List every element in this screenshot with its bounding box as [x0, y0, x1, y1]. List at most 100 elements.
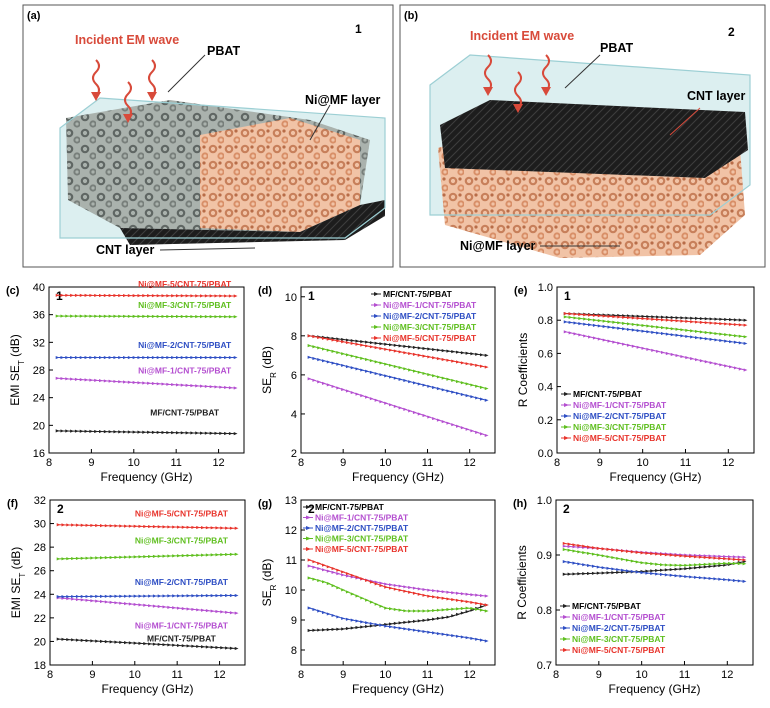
data-point [307, 334, 312, 338]
data-point [427, 373, 432, 377]
data-point [312, 607, 317, 612]
data-point [465, 427, 470, 431]
data-point [350, 338, 355, 343]
data-point [432, 608, 436, 613]
data-point [417, 353, 422, 357]
data-point [365, 369, 369, 373]
data-point [432, 385, 436, 390]
data-point [436, 595, 441, 600]
data-point [80, 594, 85, 599]
data-point [562, 572, 567, 576]
series-line [57, 430, 236, 435]
data-point [161, 294, 166, 298]
data-point [427, 588, 432, 592]
data-point [219, 294, 224, 298]
data-point [103, 379, 108, 383]
data-point [479, 364, 484, 368]
data-point [307, 628, 312, 633]
y-tick-label: 40 [33, 282, 45, 294]
data-point [563, 320, 568, 324]
data-point [606, 571, 611, 575]
data-point [622, 327, 626, 331]
data-point [460, 361, 465, 365]
data-point [441, 388, 446, 392]
data-point [190, 294, 195, 298]
data-point [341, 616, 345, 621]
data-point [321, 610, 326, 615]
data-point [588, 323, 592, 327]
data-point [307, 606, 312, 610]
data-point [176, 606, 181, 610]
data-point [143, 603, 148, 607]
data-point [436, 631, 441, 636]
data-point [113, 293, 118, 298]
data-point [75, 594, 80, 599]
data-point [205, 609, 210, 613]
data-point [336, 362, 341, 366]
data-point [417, 587, 422, 591]
data-point [573, 332, 578, 336]
data-point [172, 594, 176, 598]
data-point [621, 549, 625, 553]
data-point [119, 555, 124, 559]
data-point [695, 329, 699, 334]
data-point [138, 524, 143, 528]
data-point [374, 622, 379, 627]
data-point [670, 333, 675, 337]
data-point [655, 568, 659, 573]
data-point [161, 430, 166, 435]
data-point [655, 552, 659, 556]
data-point [412, 410, 417, 415]
data-point [732, 557, 737, 561]
data-point [612, 340, 617, 344]
data-point [90, 639, 95, 643]
data-point [79, 293, 84, 297]
data-point [384, 374, 389, 378]
x-tick-label: 11 [422, 669, 433, 681]
wave-arrow-icon [514, 71, 522, 109]
data-point [186, 594, 191, 598]
data-point [157, 642, 162, 647]
data-point [484, 365, 489, 369]
data-point [708, 576, 713, 581]
y-tick-label: 6 [291, 370, 297, 382]
data-point [460, 635, 465, 639]
data-point [205, 645, 210, 649]
data-point [660, 350, 665, 355]
data-point [124, 524, 128, 528]
data-point [350, 390, 355, 395]
data-point [80, 638, 85, 642]
chart-panel: 8 9 10 11 12 0.7 0.8 0.9 1.0 Frequency (GHz) R Coe… [513, 495, 754, 696]
series-line [57, 377, 236, 389]
data-point [568, 312, 573, 316]
data-point [175, 314, 180, 319]
data-point [621, 570, 625, 574]
data-point [601, 566, 606, 570]
data-point [133, 524, 138, 528]
data-point [70, 355, 74, 360]
series-line [309, 356, 487, 401]
legend-marker [306, 515, 311, 520]
data-point [55, 314, 60, 318]
data-point [422, 609, 427, 613]
data-point [341, 570, 345, 574]
panel-label-a: (a) [27, 10, 41, 22]
y-axis-label: EMI SET (dB) [8, 334, 26, 406]
data-point [175, 431, 180, 435]
data-point [220, 552, 225, 557]
data-point [460, 592, 465, 596]
data-point [171, 431, 175, 435]
data-point [689, 566, 693, 570]
data-point [369, 621, 374, 626]
data-point [147, 355, 151, 360]
data-point [412, 609, 417, 613]
x-axis-label: Frequency (GHz) [608, 682, 700, 696]
y-tick-label: 18 [34, 660, 46, 672]
data-point [398, 350, 403, 354]
data-point [166, 382, 171, 386]
data-point [573, 312, 578, 316]
data-point [114, 524, 119, 528]
data-point [422, 413, 427, 418]
data-point [694, 563, 698, 567]
y-tick-label: 16 [33, 448, 45, 460]
